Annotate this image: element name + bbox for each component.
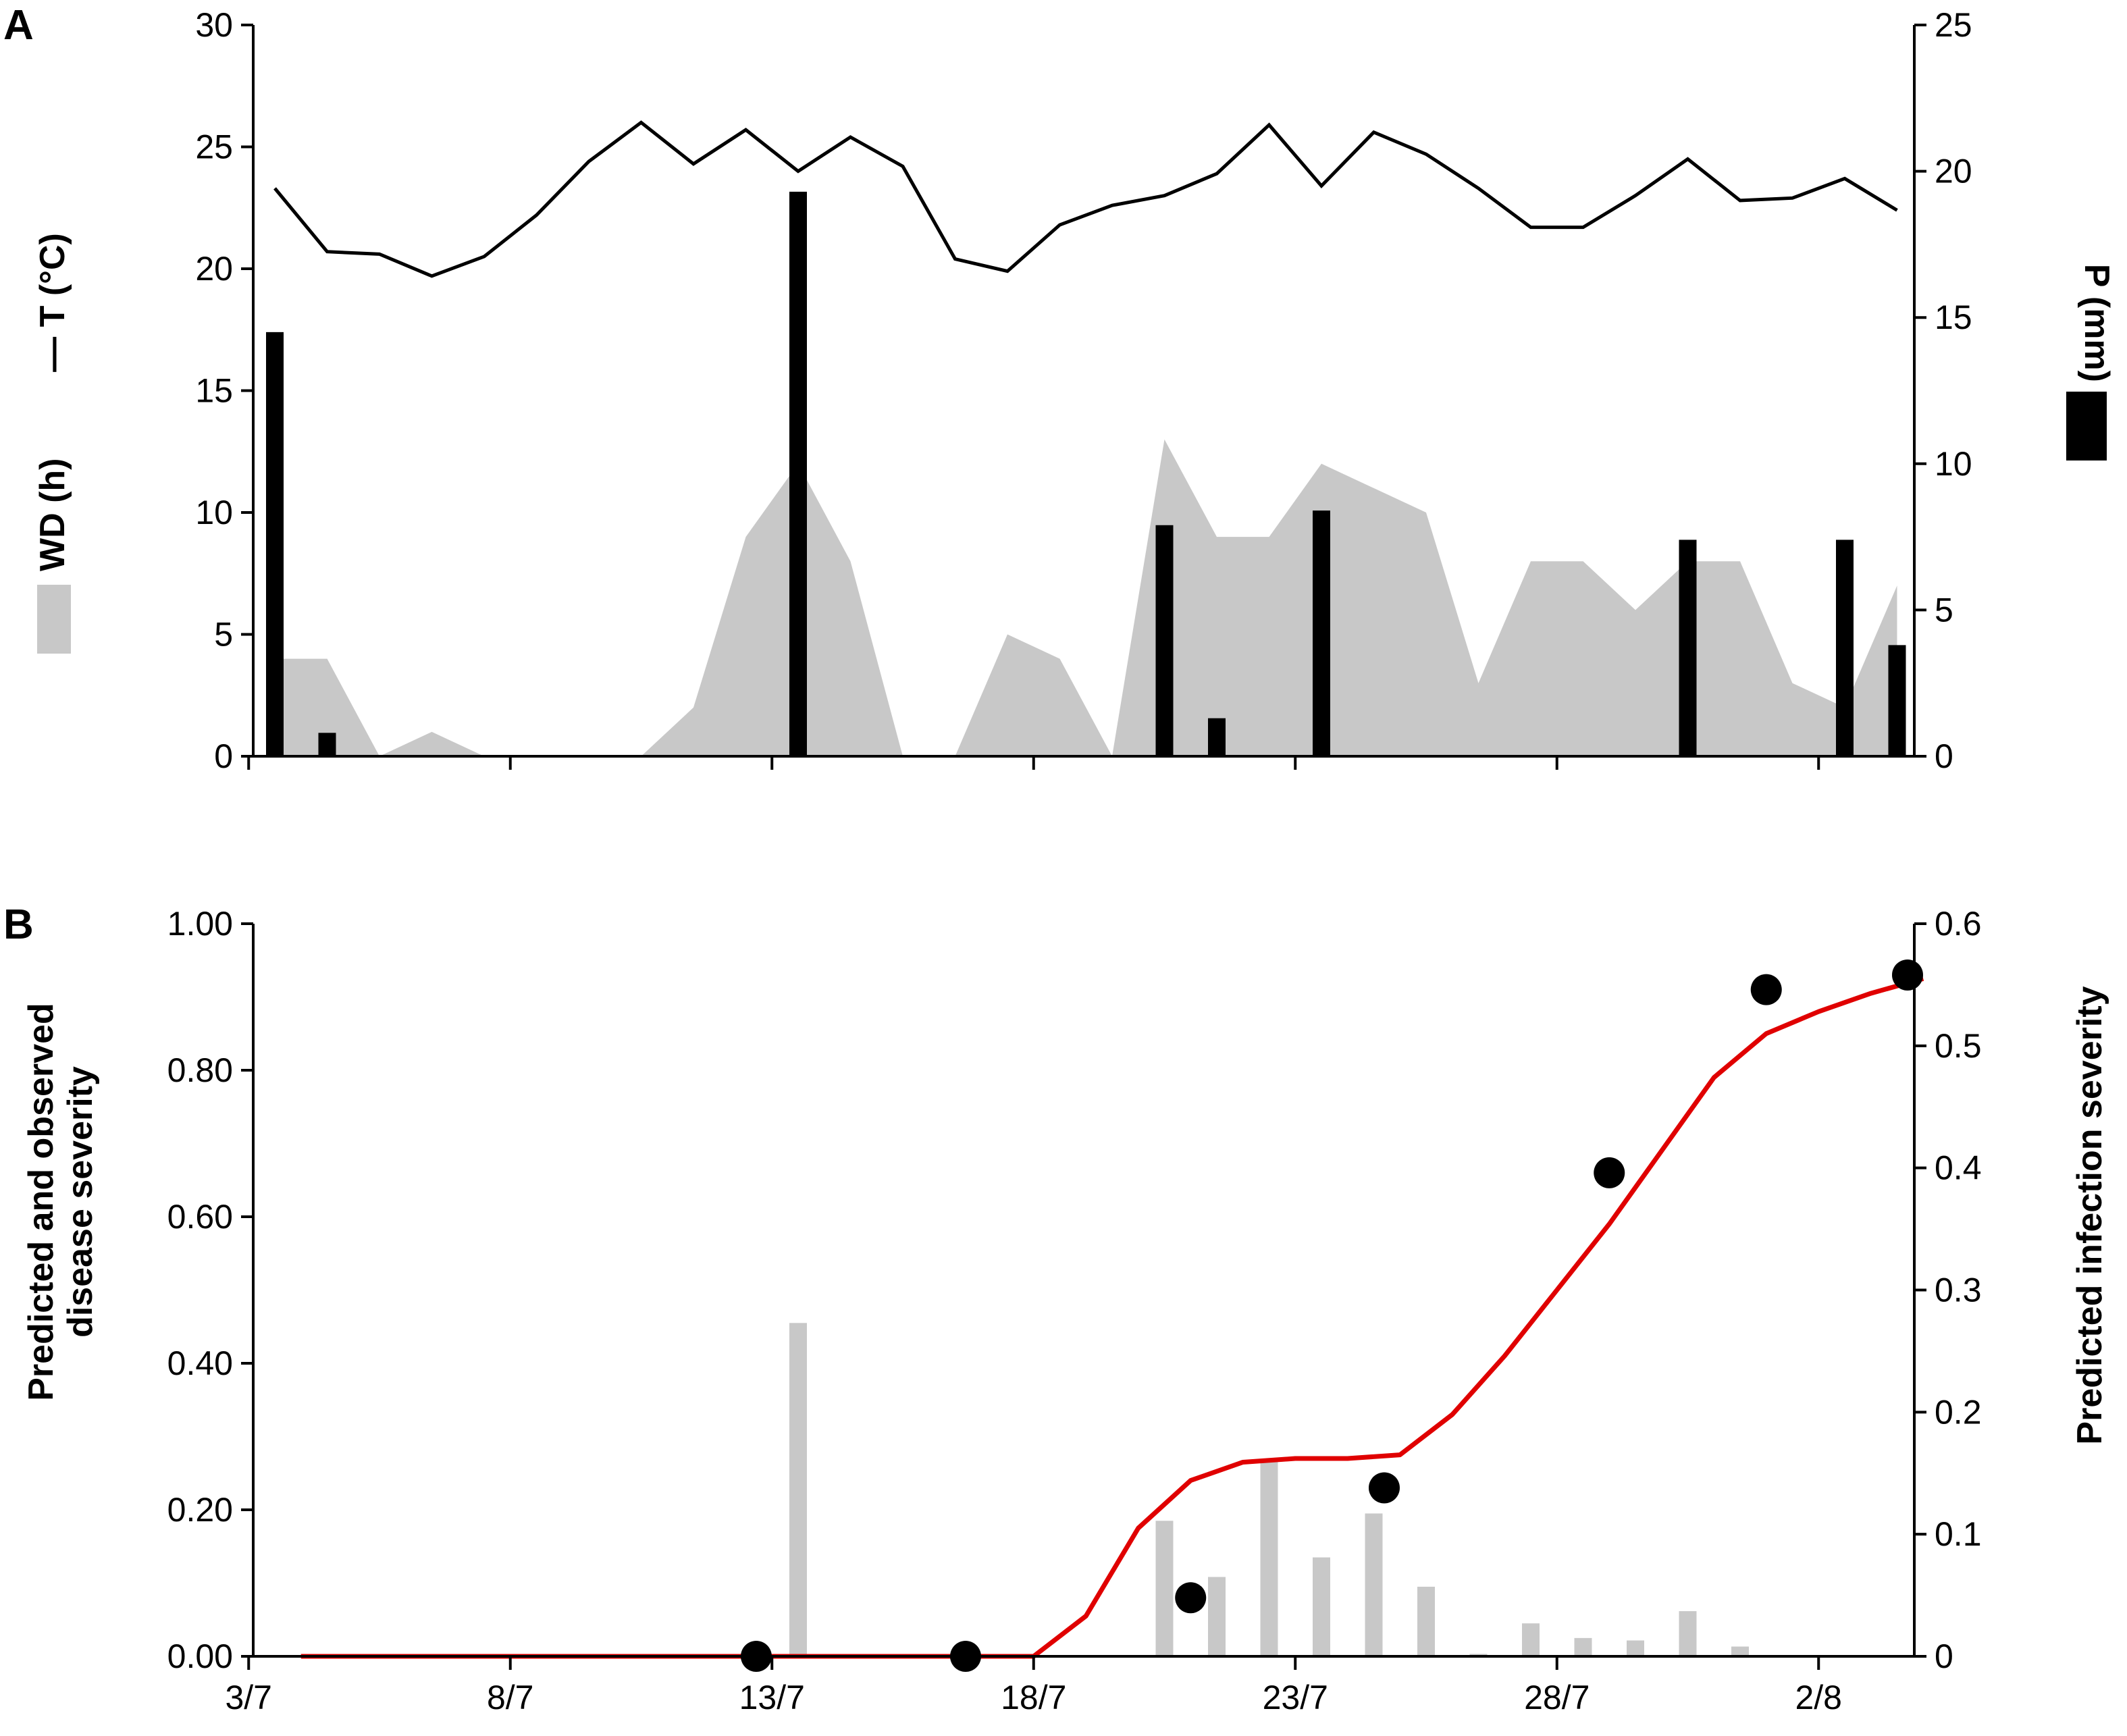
panel-a-right-tick-label: 0 (1935, 737, 1953, 775)
panel-a-left-tick-label: 30 (195, 6, 233, 44)
panel-b-right-tick-label: 0 (1935, 1637, 1953, 1675)
precipitation-bar (1155, 525, 1174, 756)
panel-b-right-tick-label: 0.5 (1935, 1027, 1982, 1065)
panel-b-marks (300, 959, 1924, 1672)
panel-b-x-tick-label: 2/8 (1795, 1679, 1842, 1716)
panel-b-left-tick-label: 0.80 (167, 1051, 233, 1089)
precipitation-bar (1313, 510, 1330, 756)
panel-b-x-tick-label: 8/7 (487, 1679, 534, 1716)
infection-severity-bar (1260, 1461, 1278, 1656)
infection-severity-bar (1522, 1623, 1540, 1656)
precipitation-bar (1679, 540, 1697, 756)
panel-a-left-tick-label: 25 (195, 128, 233, 166)
panel-b-left-tick-label: 1.00 (167, 905, 233, 943)
panel-b-right-tick-label: 0.4 (1935, 1149, 1982, 1187)
panel-a-right-tick-label: 10 (1935, 445, 1972, 483)
panel-b-x-tick-label: 3/7 (225, 1679, 272, 1716)
panel-a-right-tick-label: 25 (1935, 6, 1972, 44)
infection-severity-bar (1365, 1513, 1383, 1656)
panel-b-left-tick-label: 0.20 (167, 1491, 233, 1529)
panel-b-right-tick-label: 0.2 (1935, 1393, 1982, 1431)
panel-a: A WD (h) — T (°C) P (mm) 0 5 10 15 20 25 30 0 5 1… (3, 2, 2116, 775)
precipitation-bar (1836, 540, 1854, 756)
infection-severity-bar (1155, 1521, 1174, 1656)
panel-letter-a: A (3, 2, 34, 49)
panel-b-x-tick-label: 23/7 (1263, 1679, 1328, 1716)
panel-b-x-tick-label: 28/7 (1524, 1679, 1590, 1716)
panel-b-x-tick-label: 18/7 (1001, 1679, 1066, 1716)
precipitation-bar (789, 191, 807, 756)
panel-a-left-tick-label: 0 (214, 737, 233, 775)
observed-disease-severity-point (1369, 1472, 1400, 1504)
infection-severity-bar (1679, 1611, 1697, 1656)
predicted-disease-severity-line (300, 976, 1924, 1659)
disease-severity-axis-title-line2: disease severity (61, 1066, 100, 1338)
observed-disease-severity-point (1892, 959, 1923, 991)
precipitation-bar (266, 332, 284, 756)
infection-severity-bar (1313, 1557, 1330, 1656)
panel-a-axes: 0 5 10 15 20 25 30 0 5 10 15 20 25 (195, 6, 1972, 775)
infection-severity-bar (1731, 1646, 1749, 1656)
panel-a-right-tick-label: 5 (1935, 591, 1953, 629)
panel-b-right-tick-label: 0.3 (1935, 1271, 1982, 1309)
panel-b-right-tick-label: 0.6 (1935, 905, 1982, 943)
panel-a-left-tick-label: 5 (214, 616, 233, 654)
precipitation-legend-swatch (2066, 392, 2107, 461)
observed-disease-severity-point (1175, 1582, 1207, 1614)
panel-b-left-tick-label: 0.60 (167, 1198, 233, 1236)
precipitation-bar (1208, 718, 1226, 756)
panel-letter-b: B (3, 901, 34, 948)
precipitation-axis-title: P (mm) (2077, 264, 2116, 382)
precipitation-bar (318, 733, 336, 756)
panel-a-marks (266, 120, 1906, 756)
infection-severity-bar (1627, 1640, 1644, 1656)
panel-b: B Predicted and observed disease severit… (3, 901, 2109, 1716)
disease-severity-axis-title-line1: Predicted and observed (22, 1003, 61, 1401)
infection-severity-axis-title: Predicted infection severity (2070, 986, 2109, 1444)
panel-b-left-tick-label: 0.00 (167, 1637, 233, 1675)
panel-b-x-tick-label: 13/7 (739, 1679, 805, 1716)
wd-legend-swatch (37, 585, 71, 654)
panel-b-axes: 0.00 0.20 0.40 0.60 0.80 1.00 0 0.1 0.2 0.3 0.4 0.5… (167, 905, 1982, 1716)
infection-severity-bar (1417, 1586, 1435, 1656)
panel-a-left-tick-label: 20 (195, 250, 233, 288)
panel-b-left-tick-label: 0.40 (167, 1344, 233, 1382)
temperature-line (273, 120, 1898, 278)
infection-severity-bar (789, 1323, 807, 1656)
infection-severity-bar (1574, 1637, 1592, 1656)
temperature-axis-title: — T (°C) (33, 233, 72, 372)
panel-a-right-tick-label: 15 (1935, 298, 1972, 336)
observed-disease-severity-point (1750, 974, 1782, 1005)
panel-a-left-tick-label: 10 (195, 494, 233, 531)
observed-disease-severity-point (1594, 1157, 1625, 1188)
panel-a-right-tick-label: 20 (1935, 153, 1972, 190)
panel-a-left-tick-label: 15 (195, 372, 233, 410)
infection-severity-bar (1208, 1577, 1226, 1656)
panel-b-right-tick-label: 0.1 (1935, 1515, 1982, 1553)
wd-axis-title: WD (h) (33, 458, 72, 571)
precipitation-bar (1888, 645, 1906, 756)
wd-area (275, 439, 1897, 756)
